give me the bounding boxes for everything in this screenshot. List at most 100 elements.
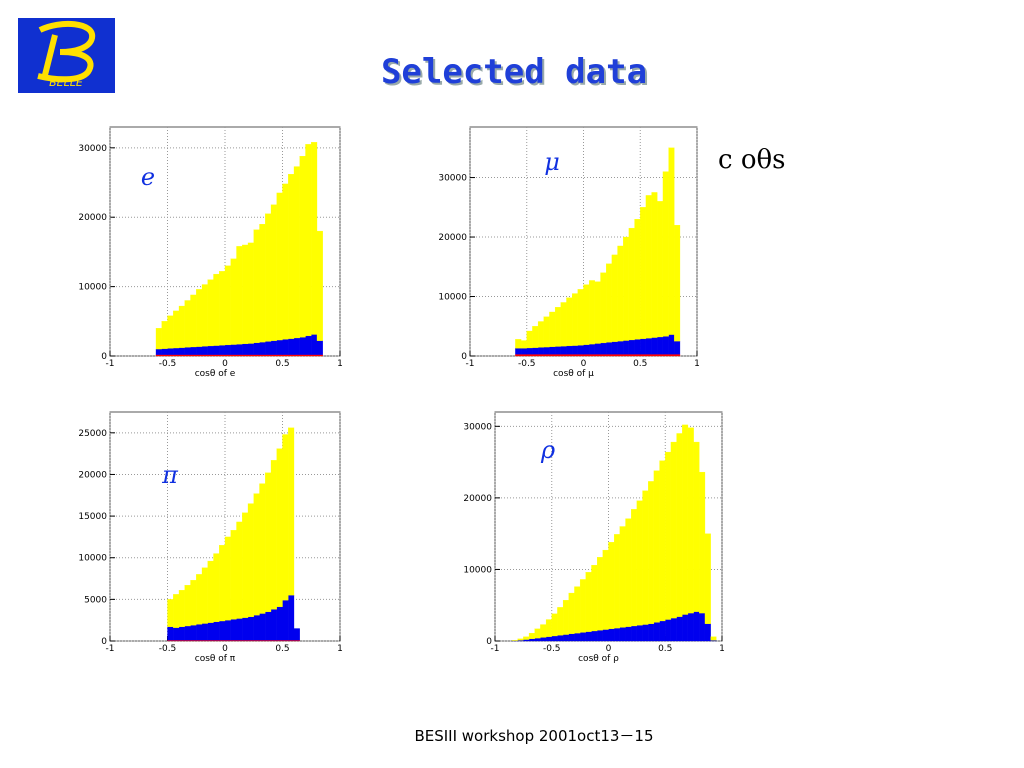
bar-segment <box>224 344 231 355</box>
bar-segment <box>657 336 664 355</box>
bar-segment <box>515 354 522 357</box>
bar-segment <box>614 534 620 629</box>
bar-segment <box>276 448 283 608</box>
bar-segment <box>167 626 174 641</box>
bar-segment <box>540 637 547 642</box>
bar-segment <box>662 171 669 337</box>
bar-segment <box>167 315 174 349</box>
bar-segment <box>213 621 220 641</box>
bar-segment <box>640 338 647 355</box>
bar-segment <box>557 635 564 642</box>
bar-segment <box>611 254 618 342</box>
bar-segment <box>247 354 254 357</box>
bar-segment <box>305 144 312 337</box>
bar-segment <box>591 630 598 642</box>
bar-segment <box>219 620 226 641</box>
bar-segment <box>288 354 295 357</box>
bar-segment <box>628 227 635 341</box>
bar-segment <box>619 526 626 628</box>
bar-segment <box>155 354 162 357</box>
bar-segment <box>196 289 203 347</box>
bar-segment <box>247 503 254 618</box>
bar-segment <box>299 354 306 357</box>
bar-segment <box>270 609 277 641</box>
bar-segment <box>305 335 312 355</box>
bar-segment <box>572 293 578 346</box>
bar-segment <box>161 321 168 349</box>
bar-segment <box>230 354 237 357</box>
bar-segment <box>668 354 675 357</box>
x-tick-label: 1 <box>337 359 343 369</box>
bar-segment <box>219 271 226 346</box>
y-tick-label: 0 <box>486 637 492 647</box>
bar-segment <box>276 339 283 355</box>
bar-segment <box>293 628 300 641</box>
y-tick-label: 30000 <box>78 144 107 154</box>
bar-segment <box>196 574 203 625</box>
bar-segment <box>316 340 323 355</box>
x-tick-label: 1 <box>337 644 343 654</box>
bar-segment <box>523 636 530 640</box>
bar-segment <box>253 354 260 357</box>
bar-segment <box>224 536 231 621</box>
x-axis-label: cosθ of ρ <box>578 654 619 664</box>
y-tick-label: 10000 <box>78 554 107 564</box>
bar-segment <box>532 354 539 357</box>
bar-segment <box>585 572 592 632</box>
bar-segment <box>201 567 208 624</box>
bar-segment <box>668 334 675 355</box>
histogram: 0 10000 20000 30000 -1 -0.5 0 0.5 1 cosθ of μ μ <box>438 126 700 379</box>
bar-segment <box>560 302 567 347</box>
bar-segment <box>568 592 575 634</box>
bar-segment <box>704 533 711 624</box>
bar-segment <box>520 340 527 349</box>
bar-segment <box>608 542 615 629</box>
bar-segment <box>534 628 541 639</box>
bar-segment <box>540 624 547 638</box>
y-tick-label: 0 <box>461 352 467 362</box>
bar-segment <box>659 620 666 642</box>
bar-segment <box>299 155 306 338</box>
bar-segment <box>589 354 595 357</box>
bar-segment <box>543 316 550 348</box>
x-tick-label: -0.5 <box>518 359 536 369</box>
bar-segment <box>190 354 197 357</box>
y-tick-label: 0 <box>101 637 107 647</box>
bar-segment <box>551 613 558 637</box>
bar-segment <box>184 347 191 355</box>
x-tick-label: 1 <box>719 644 725 654</box>
bar-segment <box>699 471 706 614</box>
bar-segment <box>207 560 214 623</box>
bar-segment <box>293 354 300 357</box>
bar-segment <box>665 451 672 620</box>
title-shadow: Selected data <box>383 54 649 94</box>
bar-segment <box>155 328 162 350</box>
bar-segment <box>631 509 638 627</box>
annotation: μ <box>544 148 560 176</box>
bar-segment <box>213 345 220 355</box>
x-tick-label: -1 <box>106 359 115 369</box>
bar-segment <box>276 606 283 641</box>
bar-segment <box>173 594 180 628</box>
bar-segment <box>288 174 295 339</box>
bar-segment <box>583 284 590 345</box>
bar-segment <box>265 354 272 357</box>
bar-segment <box>242 354 249 357</box>
bar-segment <box>526 347 533 355</box>
bar-segment <box>634 339 641 355</box>
bar-segment <box>589 280 595 345</box>
bar-segment <box>648 481 655 624</box>
bar-segment <box>236 354 243 357</box>
bar-segment <box>224 620 231 641</box>
bar-segment <box>201 354 208 357</box>
x-tick-label: -0.5 <box>543 644 561 654</box>
bar-segment <box>549 354 556 357</box>
bar-segment <box>634 354 641 357</box>
bar-segment <box>577 289 584 346</box>
bar-segment <box>617 354 624 357</box>
bar-segment <box>316 230 323 341</box>
bar-segment <box>201 346 208 355</box>
bar-segment <box>554 307 561 347</box>
bar-segment <box>642 490 649 625</box>
